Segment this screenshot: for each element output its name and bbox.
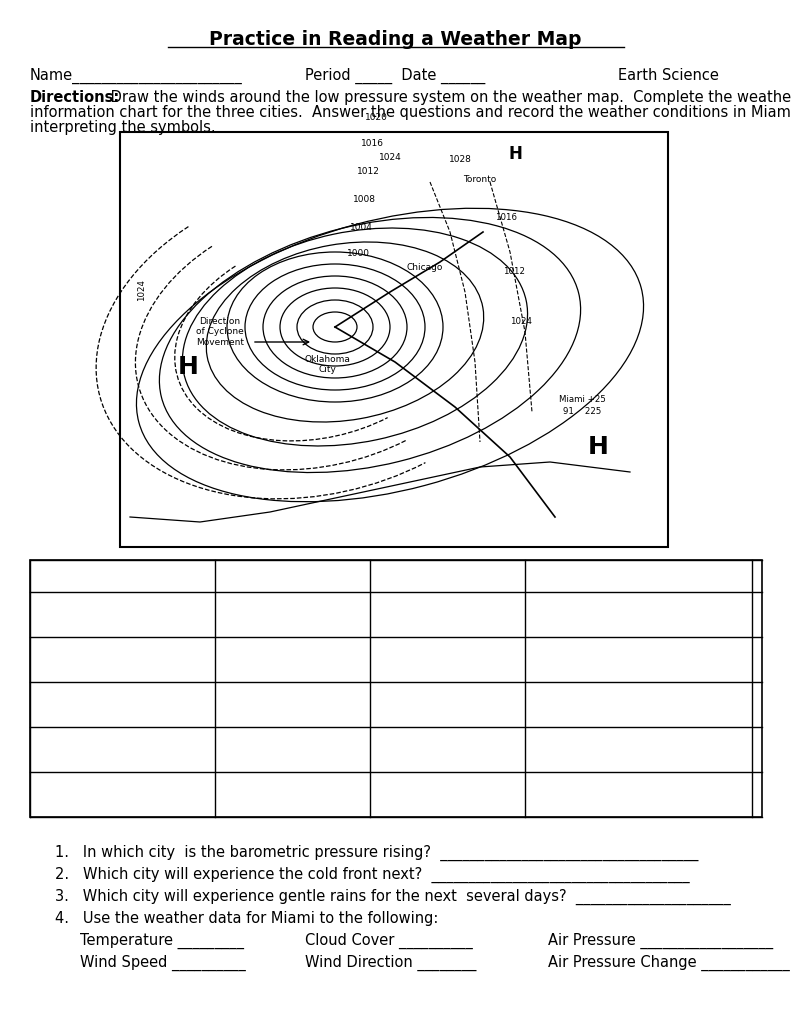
Text: Period _____  Date ______: Period _____ Date ______ bbox=[305, 68, 485, 84]
Text: Toronto: Toronto bbox=[464, 174, 497, 183]
Text: Cities: Cities bbox=[99, 571, 146, 586]
Text: 1.   In which city  is the barometric pressure rising?  ________________________: 1. In which city is the barometric press… bbox=[55, 845, 698, 861]
Text: H: H bbox=[588, 435, 608, 459]
Text: Temperature _________: Temperature _________ bbox=[80, 933, 244, 949]
Text: 1000: 1000 bbox=[347, 250, 370, 258]
Text: 1024: 1024 bbox=[138, 279, 146, 301]
Text: 2.   Which city will experience the cold front next?  __________________________: 2. Which city will experience the cold f… bbox=[55, 867, 690, 884]
Text: 3.   Which city will experience gentle rains for the next  several days?  ______: 3. Which city will experience gentle rai… bbox=[55, 889, 731, 905]
Text: Miami +25: Miami +25 bbox=[558, 395, 605, 404]
Text: 1016: 1016 bbox=[495, 213, 517, 221]
Text: information chart for the three cities.  Answer the questions and record the wea: information chart for the three cities. … bbox=[30, 105, 791, 120]
Bar bbox=[30, 560, 762, 817]
Text: 1016: 1016 bbox=[361, 139, 384, 148]
Text: Chicago: Chicago bbox=[414, 571, 480, 586]
Text: Oklahoma
City: Oklahoma City bbox=[304, 355, 350, 375]
Text: interpreting the symbols.: interpreting the symbols. bbox=[30, 120, 216, 135]
Text: 1024: 1024 bbox=[379, 153, 401, 162]
Text: 1004: 1004 bbox=[350, 223, 373, 232]
Text: Draw the winds around the low pressure system on the weather map.  Complete the : Draw the winds around the low pressure s… bbox=[106, 90, 791, 105]
Text: Directions:: Directions: bbox=[30, 90, 120, 105]
Text: Earth Science: Earth Science bbox=[618, 68, 719, 83]
Text: Oklahoma City: Oklahoma City bbox=[233, 571, 353, 586]
Text: Direction
of Cyclone
Movement: Direction of Cyclone Movement bbox=[196, 317, 244, 347]
Text: H: H bbox=[177, 355, 199, 379]
Text: 91    225: 91 225 bbox=[563, 408, 601, 417]
Text: Name_______________________: Name_______________________ bbox=[30, 68, 243, 84]
Text: Barometric Pressure: Barometric Pressure bbox=[38, 653, 199, 668]
Bar bbox=[120, 132, 668, 547]
Text: 1012: 1012 bbox=[503, 267, 525, 276]
Text: Precipitation(yes / no): Precipitation(yes / no) bbox=[38, 743, 213, 758]
Text: H: H bbox=[508, 145, 522, 163]
Text: 1012: 1012 bbox=[357, 168, 380, 176]
Text: Cloud Type: Cloud Type bbox=[38, 698, 123, 713]
Text: 4.   Use the weather data for Miami to the following:: 4. Use the weather data for Miami to the… bbox=[55, 911, 438, 926]
Text: Chicago: Chicago bbox=[407, 262, 443, 271]
Text: Wind Speed __________: Wind Speed __________ bbox=[80, 955, 246, 971]
Text: Air Pressure Change ____________: Air Pressure Change ____________ bbox=[548, 955, 789, 971]
Text: Practice in Reading a Weather Map: Practice in Reading a Weather Map bbox=[209, 30, 581, 49]
Text: 1028: 1028 bbox=[448, 155, 471, 164]
Text: Toronto: Toronto bbox=[607, 571, 670, 586]
Text: Wind Direction: Wind Direction bbox=[38, 608, 154, 623]
Text: Cloud Cover __________: Cloud Cover __________ bbox=[305, 933, 473, 949]
Text: 1008: 1008 bbox=[353, 196, 376, 205]
Text: 1020: 1020 bbox=[365, 113, 388, 122]
Text: Wind Direction ________: Wind Direction ________ bbox=[305, 955, 476, 971]
Text: Air Pressure __________________: Air Pressure __________________ bbox=[548, 933, 773, 949]
Text: Thunderstorms (yes / no): Thunderstorms (yes / no) bbox=[38, 788, 237, 803]
Text: 1024: 1024 bbox=[510, 317, 532, 327]
